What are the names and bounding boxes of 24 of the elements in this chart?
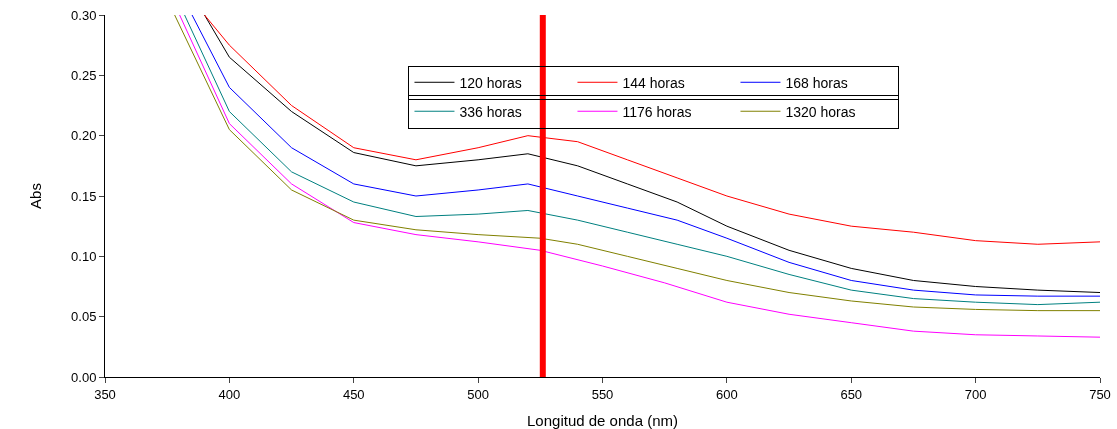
x-tick-label: 600 — [716, 386, 738, 402]
x-tick-label: 350 — [94, 386, 116, 402]
legend-label: 168 horas — [785, 74, 848, 91]
y-axis-title: Abs — [27, 183, 45, 209]
legend-label: 1176 horas — [622, 103, 692, 120]
legend-label: 120 horas — [459, 74, 522, 91]
x-axis-title: Longitud de onda (nm) — [527, 412, 678, 429]
y-tick-label: 0.15 — [71, 188, 97, 204]
legend-label: 1320 horas — [785, 103, 856, 120]
y-tick-label: 0.10 — [71, 248, 97, 264]
legend-label: 144 horas — [622, 74, 685, 91]
y-tick-label: 0.05 — [71, 309, 97, 325]
x-tick-label: 750 — [1089, 386, 1111, 402]
x-tick-label: 450 — [342, 386, 365, 402]
legend-label: 336 horas — [459, 103, 522, 120]
y-tick-label: 0.00 — [71, 369, 97, 385]
x-tick-label: 550 — [591, 386, 614, 402]
x-tick-label: 500 — [467, 386, 489, 402]
x-tick-label: 400 — [218, 386, 241, 402]
y-tick-label: 0.25 — [71, 67, 97, 83]
y-tick-label: 0.20 — [71, 128, 97, 144]
y-tick-label: 0.30 — [71, 7, 97, 23]
x-tick-label: 700 — [964, 386, 987, 402]
x-tick-label: 650 — [840, 386, 863, 402]
